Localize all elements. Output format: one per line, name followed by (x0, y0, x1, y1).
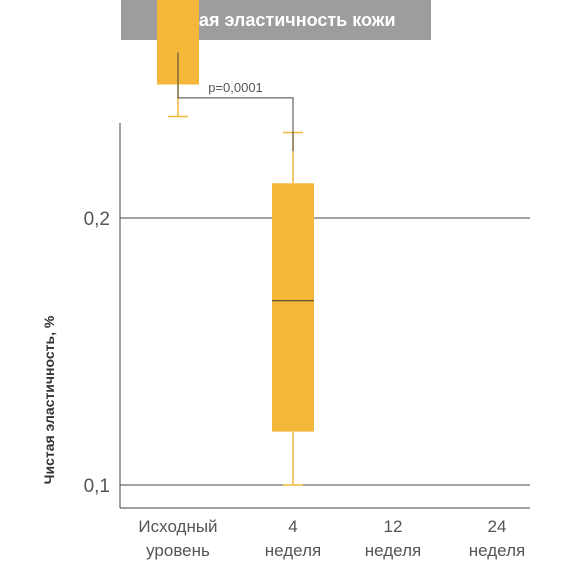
x-category-label-line1: 24 (488, 517, 507, 536)
x-category-label-line1: Исходный (138, 517, 217, 536)
significance-bracket: p=0,0001 (177, 52, 294, 152)
y-tick-label: 0,1 (84, 476, 110, 497)
gridlines (120, 217, 530, 486)
y-tick-label: 0,2 (84, 209, 110, 230)
x-category-label-line2: неделя (265, 541, 321, 560)
bracket-line (177, 52, 294, 152)
box-1 (272, 131, 314, 486)
y-axis-label: Чистая эластичность, % (41, 315, 57, 484)
p-value-label: p=0,0001 (208, 80, 263, 95)
x-category-label-line2: неделя (469, 541, 525, 560)
x-category-label-line1: 12 (384, 517, 403, 536)
boxes (157, 0, 314, 486)
x-category-label-line2: неделя (365, 541, 421, 560)
box-iqr (272, 183, 314, 432)
x-category-label-line2: уровень (146, 541, 210, 560)
y-tick-labels: 0,10,20,30,40,5 (84, 209, 110, 497)
y-axis (119, 123, 530, 509)
x-category-label-line1: 4 (288, 517, 297, 536)
x-category-labels: Исходный уровень 4 неделя 12 неделя 24 неделя (138, 517, 525, 560)
significance-brackets: p=0,0001p=0,046p=0,049 (177, 52, 294, 152)
